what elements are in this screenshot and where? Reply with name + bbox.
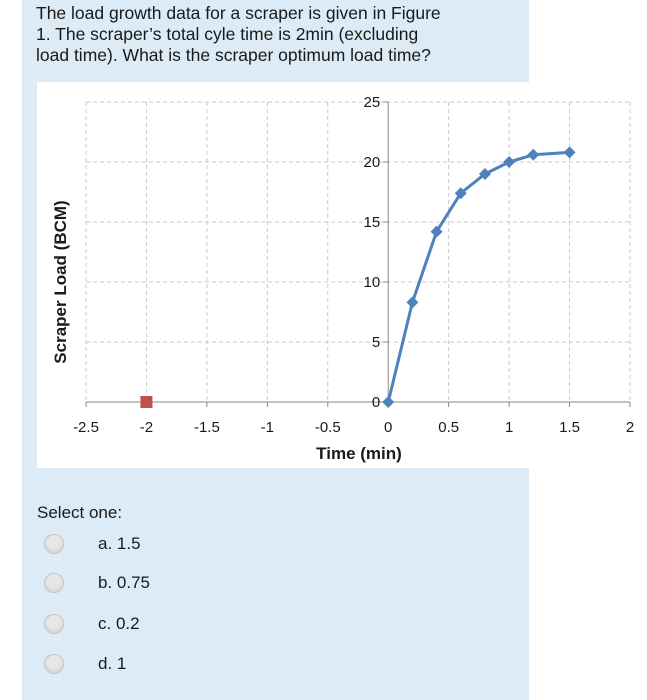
option-b-label: b. 0.75	[98, 573, 150, 592]
x-tick-label: -2	[140, 419, 153, 436]
option-a[interactable]: a. 1.5	[44, 531, 141, 557]
radio-option-a[interactable]	[44, 534, 64, 554]
x-tick-label: 1.5	[559, 419, 580, 436]
x-tick-label: 2	[626, 419, 634, 436]
data-point-diamond	[406, 296, 419, 309]
y-tick-label: 0	[372, 394, 380, 411]
chart-series	[140, 146, 576, 408]
data-point-square	[140, 396, 153, 408]
x-tick-label: -1	[261, 419, 274, 436]
radio-option-c[interactable]	[44, 614, 64, 634]
x-tick-label: 1	[505, 419, 513, 436]
select-one-label: Select one:	[37, 503, 123, 522]
option-c-label: c. 0.2	[98, 614, 140, 633]
data-point-diamond	[382, 396, 395, 408]
chart-axes	[85, 101, 631, 407]
question-line-3: load time). What is the scraper optimum …	[36, 45, 431, 65]
option-d-label: d. 1	[98, 654, 127, 673]
load-growth-line	[386, 150, 570, 403]
data-point-diamond	[478, 168, 491, 180]
x-tick-label: 0.5	[438, 419, 459, 436]
question-text: The load growth data for a scraper is gi…	[36, 3, 506, 66]
x-tick-label: -2.5	[73, 419, 99, 436]
y-tick-label: 10	[364, 274, 381, 291]
y-tick-label: 5	[372, 334, 380, 351]
chart-gridlines	[85, 101, 631, 403]
x-tick-label: -1.5	[194, 419, 220, 436]
chart-area: -2.5 -2 -1.5 -1 -0.5 0 0.5 1 1.5 2 0 5 10 15 20 25 Scra…	[37, 82, 647, 468]
question-line-1: The load growth data for a scraper is gi…	[36, 3, 441, 23]
radio-option-d[interactable]	[44, 654, 64, 674]
option-b[interactable]: b. 0.75	[44, 570, 150, 596]
y-axis-label: Scraper Load (BCM)	[51, 200, 70, 363]
x-axis-label: Time (min)	[316, 444, 402, 463]
option-a-label: a. 1.5	[98, 534, 141, 553]
data-point-diamond	[430, 225, 443, 238]
data-point-diamond	[454, 187, 467, 200]
y-tick-label: 25	[364, 94, 381, 111]
question-line-2: 1. The scraper’s total cyle time is 2min…	[36, 24, 419, 44]
option-c[interactable]: c. 0.2	[44, 611, 140, 637]
x-tick-label: -0.5	[315, 419, 341, 436]
option-d[interactable]: d. 1	[44, 651, 126, 677]
data-point-diamond	[503, 156, 516, 168]
y-tick-label: 20	[364, 154, 381, 171]
data-point-diamond	[527, 148, 540, 161]
x-tick-label: 0	[384, 419, 392, 436]
data-point-diamond	[563, 146, 576, 159]
radio-option-b[interactable]	[44, 573, 64, 593]
y-tick-label: 15	[364, 214, 381, 231]
